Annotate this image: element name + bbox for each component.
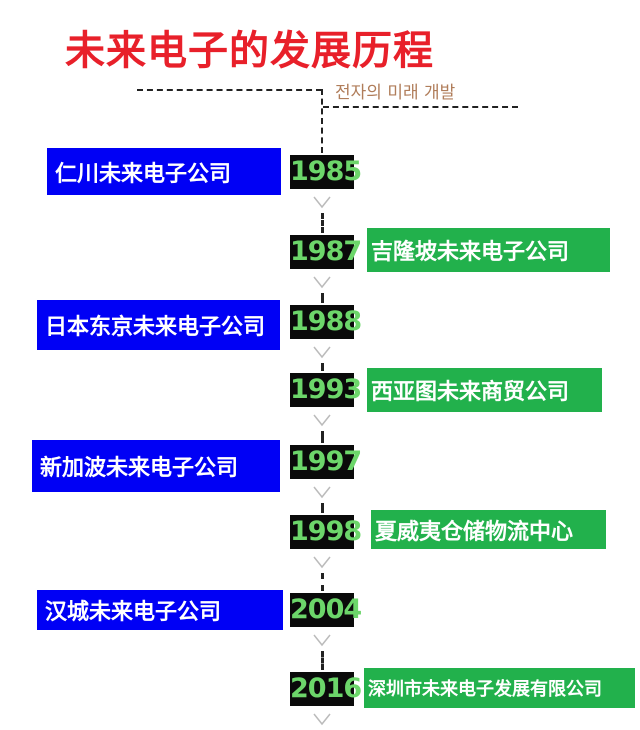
year-badge: 1997 bbox=[290, 445, 362, 479]
milestone-label: 汉城未来电子公司 bbox=[37, 590, 283, 630]
year-badge: 1998 bbox=[290, 515, 362, 549]
chevron-down-icon bbox=[313, 196, 331, 209]
dashed-line bbox=[321, 89, 323, 153]
dashed-line bbox=[321, 503, 324, 513]
milestone-label: 西亚图未来商贸公司 bbox=[367, 368, 602, 412]
milestone-label: 仁川未来电子公司 bbox=[47, 148, 281, 195]
year-badge: 2004 bbox=[290, 593, 362, 627]
chevron-down-icon bbox=[313, 486, 331, 499]
year-badge: 1985 bbox=[290, 155, 362, 189]
chevron-down-icon bbox=[313, 713, 331, 726]
dashed-line bbox=[323, 106, 518, 108]
chevron-down-icon bbox=[313, 346, 331, 359]
chevron-down-icon bbox=[313, 414, 331, 427]
subtitle: 전자의 미래 개발 bbox=[335, 83, 456, 103]
chevron-down-icon bbox=[313, 276, 331, 289]
milestone-label: 日本东京未来电子公司 bbox=[37, 300, 280, 350]
dashed-line bbox=[321, 573, 324, 591]
year-badge: 1988 bbox=[290, 305, 362, 339]
dashed-line bbox=[321, 651, 324, 670]
dashed-line bbox=[321, 431, 324, 443]
chevron-down-icon bbox=[313, 634, 331, 647]
year-badge: 1993 bbox=[290, 373, 362, 407]
milestone-label: 夏威夷仓储物流中心 bbox=[371, 510, 606, 549]
dashed-line bbox=[321, 213, 324, 233]
page-title: 未来电子的发展历程 bbox=[65, 28, 434, 74]
milestone-label: 吉隆坡未来电子公司 bbox=[367, 228, 610, 272]
year-badge: 2016 bbox=[290, 672, 362, 706]
dashed-line bbox=[137, 89, 322, 91]
dashed-line bbox=[321, 293, 324, 303]
milestone-label: 深圳市未来电子发展有限公司 bbox=[364, 668, 635, 708]
chevron-down-icon bbox=[313, 556, 331, 569]
year-badge: 1987 bbox=[290, 235, 362, 269]
dashed-line bbox=[321, 363, 324, 371]
milestone-label: 新加波未来电子公司 bbox=[32, 440, 280, 492]
